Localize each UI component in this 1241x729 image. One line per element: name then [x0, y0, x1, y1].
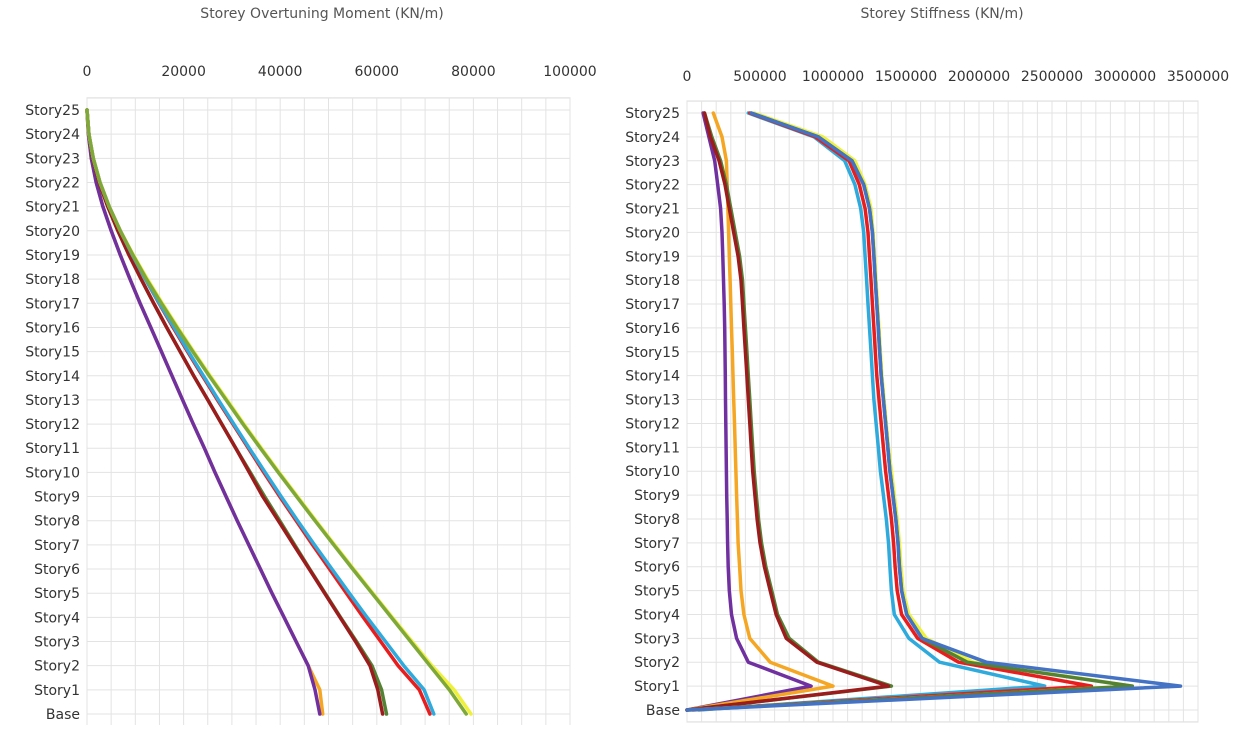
x-tick-label: 0	[683, 69, 692, 85]
y-tick-label: Story20	[625, 225, 680, 241]
y-tick-label: Story16	[25, 320, 80, 336]
x-tick-label: 60000	[355, 64, 400, 80]
series-line-6	[85, 108, 436, 716]
y-tick-label: Story16	[625, 321, 680, 337]
overturning-moment-plot: 0 20000 40000 60000 80000 100000 Story25 Story2…	[25, 64, 597, 727]
y-tick-label: Story8	[634, 512, 680, 528]
x-tick-label: 40000	[258, 64, 303, 80]
y-tick-label: Story18	[25, 272, 80, 288]
y-tick-label: Story9	[34, 490, 80, 506]
chart-title: Storey Overtuning Moment (KN/m)	[200, 6, 444, 22]
y-tick-label: Story3	[634, 631, 680, 647]
y-tick-label: Story17	[625, 297, 680, 313]
x-tick-label: 3500000	[1167, 69, 1229, 85]
y-tick-label: Story23	[25, 151, 80, 167]
y-tick-label: Story3	[34, 635, 80, 651]
y-tick-label: Story15	[25, 345, 80, 361]
y-tick-label: Story17	[25, 296, 80, 312]
y-tick-label: Story7	[634, 536, 680, 552]
plot-area	[686, 100, 1199, 723]
y-tick-label: Story1	[634, 679, 680, 695]
y-tick-label: Story11	[25, 441, 80, 457]
y-tick-label: Story8	[34, 514, 80, 530]
x-tick-label: 3000000	[1094, 69, 1156, 85]
y-tick-label: Story21	[25, 200, 80, 216]
y-tick-label: Story20	[25, 224, 80, 240]
y-tick-label: Story10	[625, 464, 680, 480]
series-line-1	[685, 111, 813, 712]
y-tick-label: Story4	[634, 607, 680, 623]
y-tick-label: Story24	[25, 127, 80, 143]
series-line-7	[85, 108, 473, 716]
y-tick-label: Story14	[25, 369, 80, 385]
series-line-2	[85, 108, 322, 716]
y-tick-label: Base	[46, 707, 80, 723]
x-tick-label: 1000000	[802, 69, 864, 85]
x-tick-label: 80000	[451, 64, 496, 80]
y-tick-label: Story2	[34, 659, 80, 675]
y-tick-label: Story15	[625, 345, 680, 361]
y-tick-label: Story23	[625, 154, 680, 170]
y-tick-label: Story21	[625, 202, 680, 218]
x-tick-label: 500000	[733, 69, 786, 85]
y-tick-label: Story25	[25, 103, 80, 119]
y-tick-label: Story22	[25, 175, 80, 191]
x-tick-label: 0	[83, 64, 92, 80]
x-tick-label: 2000000	[948, 69, 1010, 85]
y-tick-label: Story10	[25, 465, 80, 481]
series-line-6	[691, 111, 1094, 712]
series-line-2	[685, 111, 835, 712]
y-tick-label: Story2	[634, 655, 680, 671]
series-line-5	[85, 108, 432, 716]
y-tick-label: Story12	[25, 417, 80, 433]
y-tick-label: Story9	[634, 488, 680, 504]
series-line-5	[696, 111, 1047, 712]
y-tick-label: Story14	[625, 369, 680, 385]
x-tick-label: 100000	[543, 64, 596, 80]
y-tick-label: Story5	[34, 586, 80, 602]
y-tick-label: Story11	[625, 440, 680, 456]
y-tick-label: Story19	[25, 248, 80, 264]
y-tick-label: Base	[646, 703, 680, 719]
y-tick-label: Story24	[625, 130, 680, 146]
y-tick-label: Story4	[34, 610, 80, 626]
y-tick-label: Story6	[634, 560, 680, 576]
y-tick-label: Story13	[625, 393, 680, 409]
series-line-9	[685, 111, 1183, 712]
x-tick-label: 20000	[161, 64, 206, 80]
storey-stiffness-plot: 0 500000 1000000 1500000 2000000 2500000 30000…	[625, 69, 1229, 723]
x-tick-label: 2500000	[1021, 69, 1083, 85]
y-tick-label: Story25	[625, 106, 680, 122]
storey-stiffness-chart: Storey Stiffness (KN/m) 0 500000 1000000 15…	[610, 0, 1241, 725]
overturning-moment-chart: Storey Overtuning Moment (KN/m) 0 20000 40…	[0, 0, 610, 727]
y-tick-label: Story19	[625, 249, 680, 265]
y-tick-label: Story12	[625, 416, 680, 432]
y-tick-label: Story1	[34, 683, 80, 699]
series-line-4	[685, 111, 891, 712]
y-tick-label: Story6	[34, 562, 80, 578]
y-tick-label: Story5	[634, 584, 680, 600]
y-tick-label: Story13	[25, 393, 80, 409]
series-line-8	[85, 108, 468, 716]
chart-title: Storey Stiffness (KN/m)	[860, 6, 1024, 22]
y-tick-label: Story18	[625, 273, 680, 289]
x-tick-label: 1500000	[875, 69, 937, 85]
y-tick-label: Story22	[625, 178, 680, 194]
y-tick-label: Story7	[34, 538, 80, 554]
